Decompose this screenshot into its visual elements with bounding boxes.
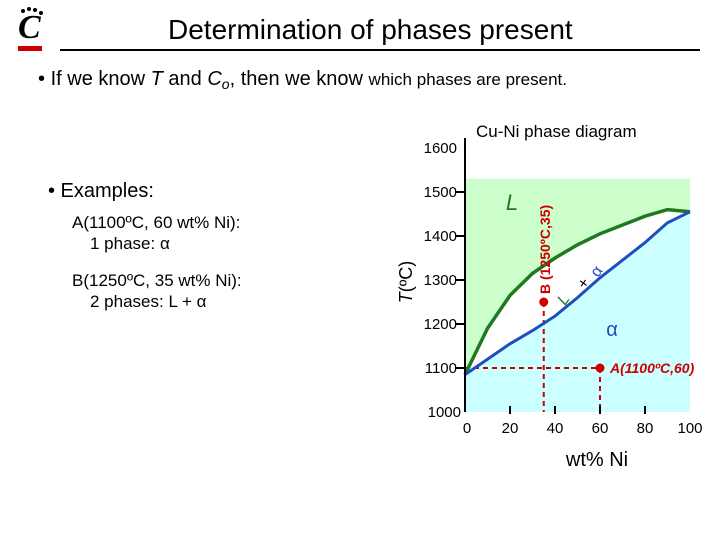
- logo-dot-icon: [39, 11, 43, 15]
- x-tick-label: 80: [637, 420, 654, 437]
- alpha-label: α: [606, 319, 618, 341]
- x-tick-label: 60: [592, 420, 609, 437]
- y-tick-label: 1000: [428, 404, 461, 421]
- point-b-marker: [539, 297, 549, 307]
- point-a-marker: [595, 363, 605, 373]
- y-tick-label: 1500: [424, 184, 457, 201]
- diagram-title: Cu-Ni phase diagram: [476, 122, 637, 141]
- logo-dot-icon: [21, 9, 25, 13]
- liquidus-line: [463, 207, 691, 376]
- example-b-result: 2 phases: L + α: [90, 292, 207, 311]
- y-tick-label: 1100: [425, 360, 457, 377]
- y-tick-label: 1400: [424, 228, 457, 245]
- example-a: A(1100ºC, 60 wt% Ni): 1 phase: α: [72, 212, 240, 254]
- bullet-var-c: C: [207, 68, 222, 90]
- bullet-text: and: [162, 68, 208, 90]
- example-a-result: 1 phase: α: [90, 234, 170, 253]
- x-tick-label: 20: [502, 420, 519, 437]
- x-axis-label: wt% Ni: [565, 449, 628, 471]
- y-tick-label: 1600: [424, 140, 457, 157]
- bullet-var-t: T: [150, 68, 163, 90]
- logo-bar: [18, 46, 42, 51]
- intro-bullet: • If we know T and Co, then we know whic…: [38, 68, 567, 92]
- bullet-var-c-sub: o: [221, 76, 230, 92]
- bullet-text: If we know: [50, 68, 151, 90]
- liquid-region: [465, 178, 690, 375]
- title-divider: [60, 49, 700, 51]
- logo-dot-icon: [33, 8, 37, 12]
- example-b: B(1250ºC, 35 wt% Ni): 2 phases: L + α: [72, 270, 242, 312]
- page-title: Determination of phases present: [168, 14, 573, 45]
- examples-heading: • Examples:: [48, 180, 154, 202]
- example-a-point: A(1100ºC, 60 wt% Ni):: [72, 213, 241, 232]
- liquid-label: L: [506, 190, 518, 215]
- example-b-point: B(1250ºC, 35 wt% Ni):: [72, 271, 242, 290]
- point-a-label: A(1100ºC,60): [609, 360, 695, 376]
- solidus-line: [464, 210, 691, 376]
- x-tick-label: 40: [547, 420, 564, 437]
- y-tick-label: 1300: [424, 272, 457, 289]
- bullet-text: which phases are present.: [368, 70, 567, 89]
- point-b-label: B (1250ºC,35): [537, 205, 553, 294]
- logo-dot-icon: [27, 7, 31, 11]
- y-axis-label: T(ºC): [396, 261, 416, 304]
- logo-icon: C: [18, 7, 43, 51]
- bullet-text: , then we know: [229, 68, 369, 90]
- logo-letter: C: [18, 9, 41, 46]
- alpha-region: [465, 211, 690, 412]
- x-tick-label: 100: [677, 420, 702, 437]
- x-tick-label: 0: [463, 420, 471, 437]
- y-tick-label: 1200: [424, 316, 457, 333]
- bullet-marker: •: [38, 68, 46, 90]
